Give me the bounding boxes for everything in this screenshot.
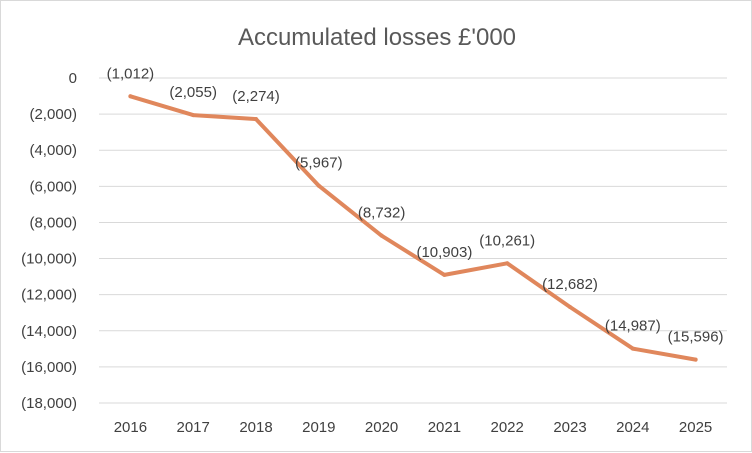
x-tick-label: 2022 <box>491 419 524 436</box>
data-label: (2,274) <box>232 88 280 105</box>
data-label: (5,967) <box>295 155 343 172</box>
data-label: (2,055) <box>169 84 217 101</box>
x-tick-label: 2018 <box>239 419 272 436</box>
y-tick-label: (10,000) <box>21 251 77 268</box>
data-label: (15,596) <box>668 329 724 346</box>
data-label: (1,012) <box>107 65 155 82</box>
data-labels: (1,012) (2,055) (2,274) (5,967) (8,732) (10,9… <box>107 65 724 345</box>
data-label: (12,682) <box>542 276 598 293</box>
y-tick-label: (6,000) <box>29 178 77 195</box>
data-label: (10,261) <box>479 232 535 249</box>
x-tick-label: 2025 <box>679 419 712 436</box>
data-point <box>316 183 321 188</box>
y-tick-label: 0 <box>69 70 77 87</box>
data-point <box>128 94 133 99</box>
x-tick-label: 2023 <box>553 419 586 436</box>
data-point <box>379 233 384 238</box>
data-point <box>630 346 635 351</box>
data-label: (14,987) <box>605 318 661 335</box>
data-point <box>442 272 447 277</box>
x-tick-label: 2017 <box>177 419 210 436</box>
data-point <box>568 304 572 309</box>
y-tick-label: (4,000) <box>29 142 77 159</box>
y-axis-tick-labels: 0 (2,000) (4,000) (6,000) (8,000) (10,000) (12… <box>21 70 77 412</box>
x-tick-label: 2020 <box>365 419 398 436</box>
x-tick-label: 2019 <box>302 419 335 436</box>
y-tick-label: (12,000) <box>21 287 77 304</box>
chart-title: Accumulated losses £'000 <box>238 24 516 51</box>
data-point <box>505 261 510 266</box>
data-point <box>254 117 258 122</box>
data-point <box>693 357 698 362</box>
x-tick-label: 2016 <box>114 419 147 436</box>
y-tick-label: (2,000) <box>29 106 77 123</box>
y-tick-label: (8,000) <box>29 214 77 231</box>
series-line <box>128 94 698 362</box>
series-line-group <box>128 94 698 362</box>
gridlines <box>99 77 727 404</box>
data-label: (8,732) <box>358 205 406 222</box>
data-label: (10,903) <box>416 244 472 261</box>
y-tick-label: (16,000) <box>21 359 77 376</box>
y-tick-label: (18,000) <box>21 395 77 412</box>
data-point <box>191 113 196 118</box>
x-tick-label: 2021 <box>428 419 461 436</box>
y-tick-label: (14,000) <box>21 323 77 340</box>
x-tick-label: 2024 <box>616 419 649 436</box>
x-axis-tick-labels: 2016 2017 2018 2019 2020 2021 2022 2023 2024 2025 <box>114 419 713 436</box>
